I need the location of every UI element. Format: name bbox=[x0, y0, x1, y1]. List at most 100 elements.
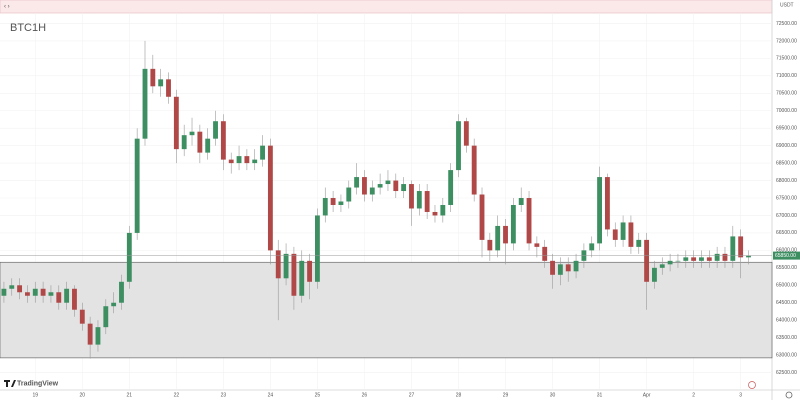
currency: USDT bbox=[780, 2, 794, 8]
y-tick-label: 63500.00 bbox=[776, 335, 797, 341]
candle-body bbox=[213, 121, 218, 139]
y-tick-label: 68500.00 bbox=[776, 160, 797, 166]
candle-body bbox=[314, 215, 320, 282]
candle-body bbox=[667, 260, 673, 265]
candle-body bbox=[338, 201, 344, 205]
candle-body bbox=[260, 145, 265, 160]
y-tick-label: 72000.00 bbox=[776, 38, 797, 44]
candle-body bbox=[307, 260, 313, 282]
candle-body bbox=[252, 159, 258, 164]
y-tick-label: 70500.00 bbox=[776, 91, 797, 97]
y-tick-label: 69000.00 bbox=[776, 143, 797, 149]
alert-icon[interactable] bbox=[748, 381, 756, 389]
candle-body bbox=[267, 145, 273, 251]
candle-body bbox=[72, 288, 77, 310]
candle-body bbox=[17, 285, 23, 293]
candle-body bbox=[683, 257, 689, 261]
candle-body bbox=[346, 187, 352, 202]
candle-body bbox=[565, 264, 571, 272]
candle-body bbox=[322, 198, 328, 216]
candle-body bbox=[495, 225, 501, 251]
candle-body bbox=[283, 253, 289, 279]
y-tick-label: 64500.00 bbox=[776, 300, 797, 306]
last-price-box bbox=[773, 251, 800, 260]
candle-body bbox=[25, 292, 30, 296]
candle-body bbox=[1, 288, 7, 296]
candle-body bbox=[644, 239, 650, 282]
candle-body bbox=[330, 198, 336, 205]
candles bbox=[1, 40, 751, 359]
last-price-label: 65850.00 bbox=[775, 253, 796, 259]
candle-body bbox=[126, 232, 132, 282]
axes: 62500.00 63000.00 63500.00 64000.00 64500.00… bbox=[0, 21, 800, 398]
candle-body bbox=[699, 257, 704, 261]
x-tick-label: 27 bbox=[409, 392, 415, 398]
x-tick-label: 31 bbox=[597, 392, 603, 398]
candle-body bbox=[236, 156, 242, 164]
x-tick-label: 25 bbox=[315, 392, 321, 398]
candle-body bbox=[714, 253, 720, 261]
candle-body bbox=[79, 309, 85, 324]
candle-body bbox=[471, 145, 477, 195]
candle-body bbox=[362, 177, 367, 195]
y-tick-label: 65000.00 bbox=[776, 283, 797, 289]
candle-body bbox=[456, 121, 461, 171]
x-tick-label: 2 bbox=[692, 392, 695, 398]
candle-body bbox=[738, 236, 744, 258]
candle-body bbox=[244, 156, 250, 164]
candle-body bbox=[487, 239, 493, 251]
y-tick-label: 63000.00 bbox=[776, 352, 797, 358]
y-tick-label: 71000.00 bbox=[776, 73, 797, 79]
menu-icon[interactable]: ‹ › bbox=[4, 4, 10, 10]
candle-body bbox=[722, 253, 728, 261]
x-tick-label: 21 bbox=[127, 392, 133, 398]
chart-title: BTC1H bbox=[10, 22, 46, 34]
candle-body bbox=[573, 260, 579, 272]
candle-body bbox=[150, 68, 156, 87]
candle-body bbox=[354, 177, 360, 188]
candle-body bbox=[628, 222, 634, 247]
y-tick-label: 64000.00 bbox=[776, 318, 797, 324]
candle-body bbox=[409, 184, 414, 209]
brand: TradingView bbox=[17, 380, 59, 387]
x-tick-label: 19 bbox=[32, 392, 38, 398]
x-tick-label: 3 bbox=[739, 392, 742, 398]
candle-body bbox=[620, 222, 626, 240]
candle-body bbox=[393, 180, 399, 192]
candle-body bbox=[479, 194, 485, 240]
y-tick-label: 66500.00 bbox=[776, 230, 797, 236]
candle-body bbox=[636, 239, 642, 247]
candle-body bbox=[189, 131, 195, 136]
top-bar bbox=[0, 0, 773, 14]
x-tick-label: 26 bbox=[362, 392, 368, 398]
candle-body bbox=[510, 204, 516, 244]
candle-body bbox=[87, 323, 93, 345]
candle-body bbox=[40, 288, 46, 296]
candle-body bbox=[706, 257, 712, 261]
candle-body bbox=[424, 191, 430, 212]
y-tick-label: 72500.00 bbox=[776, 21, 797, 27]
x-tick-label: 24 bbox=[268, 392, 274, 398]
candle-body bbox=[730, 236, 736, 261]
candle-body bbox=[220, 121, 226, 160]
candle-body bbox=[589, 243, 595, 251]
candle-body bbox=[134, 138, 140, 233]
candle-body bbox=[503, 225, 508, 244]
x-tick-label: 29 bbox=[503, 392, 509, 398]
settings-icon[interactable] bbox=[785, 391, 793, 399]
y-tick-label: 71500.00 bbox=[776, 56, 797, 62]
y-tick-label: 67000.00 bbox=[776, 213, 797, 219]
candle-body bbox=[401, 184, 407, 192]
x-tick-label: 20 bbox=[80, 392, 86, 398]
candle-body bbox=[542, 246, 548, 261]
y-tick-label: 69500.00 bbox=[776, 126, 797, 132]
candle-body bbox=[228, 159, 234, 164]
candle-body bbox=[385, 180, 391, 185]
candle-body bbox=[291, 253, 297, 296]
candle-body bbox=[197, 131, 203, 153]
candle-body bbox=[181, 135, 187, 150]
candle-body bbox=[659, 264, 665, 268]
candle-body bbox=[550, 260, 555, 275]
